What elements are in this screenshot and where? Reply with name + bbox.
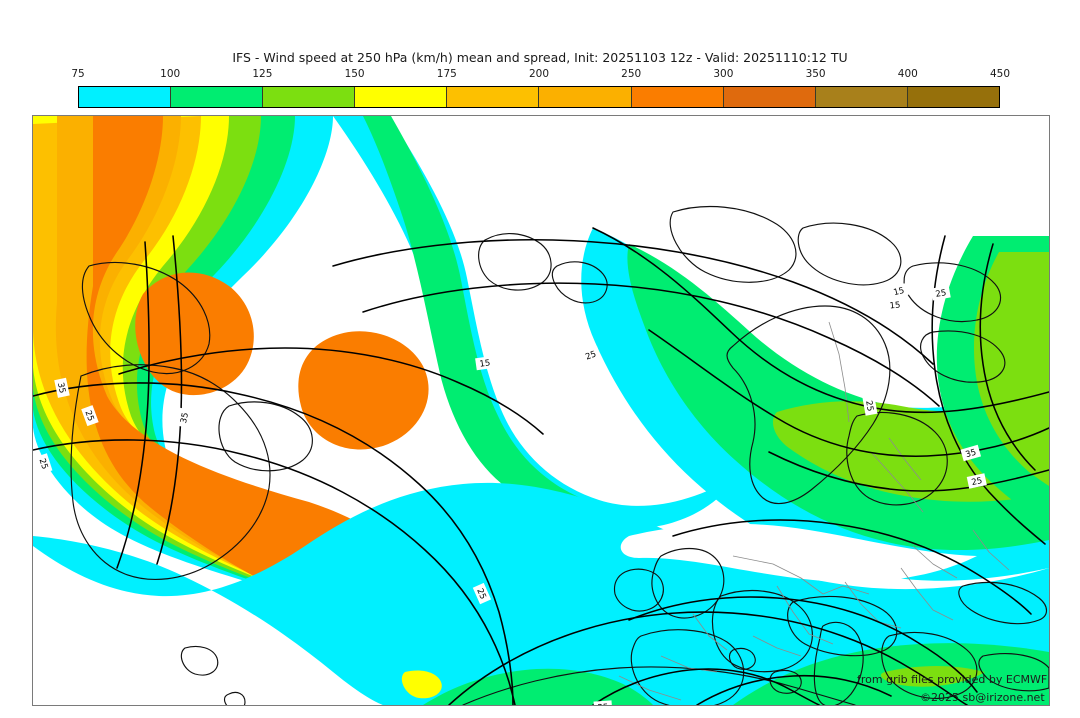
colorbar-tick-labels: 75 100 125 150 175 200 250 300 350 400 450 [71, 68, 1010, 84]
band-150-175-med-dot [401, 670, 442, 699]
author-credit: ©2025 sb@irizone.net [920, 691, 1045, 704]
band-150-175-atlantic [33, 116, 545, 705]
colorbar-tick-175: 175 [436, 68, 457, 80]
colorbar-segment-200-250 [539, 87, 632, 107]
colorbar-segment-75-100 [79, 87, 172, 107]
contour-label-25-west: 25 [82, 409, 95, 423]
contour-label-15-east: 15 [893, 286, 906, 298]
colorbar-tick-125: 125 [252, 68, 273, 80]
colorbar-tick-100: 100 [160, 68, 181, 80]
contour-label-25: 25 [584, 349, 598, 362]
contour-label-25-arctic: 25 [935, 288, 947, 300]
contour-label-25-baltic: 25 [971, 476, 984, 488]
colorbar-tick-400: 400 [897, 68, 918, 80]
colorbar-tick-200: 200 [528, 68, 550, 80]
band-125-150-russia-east [974, 252, 1049, 486]
contour-label-15: 15 [479, 358, 491, 369]
colorbar-segment-250-300 [631, 87, 724, 107]
colorbar-tick-75: 75 [71, 68, 85, 80]
contour-label-25-iberia: 25 [474, 587, 488, 601]
colorbar-tick-250: 250 [621, 68, 642, 80]
colorbar-tick-450: 450 [989, 68, 1011, 80]
band-100-125-sahara [423, 668, 653, 705]
contour-label-25-africa: 25 [597, 703, 608, 705]
colorbar-segment-150-175 [355, 87, 448, 107]
colorbar-segment-350-400 [815, 87, 908, 107]
map-canvas[interactable]: 15 25 15 35 [32, 115, 1050, 706]
colorbar-segment-300-350 [723, 87, 816, 107]
colorbar-segment-400-450 [907, 87, 999, 107]
band-125-150-atlantic [33, 116, 569, 705]
band-125-150-sahara-core [880, 666, 985, 687]
contour-label-25-atlantic: 25 [37, 457, 50, 470]
colorbar-segment-175-200 [447, 87, 540, 107]
contour-label-35-baltic: 35 [964, 448, 977, 461]
colorbar-tick-350: 350 [805, 68, 826, 80]
contour-label-15-svalbard: 15 [889, 300, 901, 311]
colorbar-segment-100-125 [171, 87, 264, 107]
ecmwf-credit: from grib files provided by ECMWF [857, 673, 1048, 686]
band-75-100-mediterranean [33, 482, 1049, 705]
colorbar-segment-125-150 [263, 87, 356, 107]
contour-label-25-med: 25 [863, 400, 875, 412]
colorbar-tick-300: 300 [713, 68, 734, 80]
contour-label-35-west: 35 [55, 382, 67, 395]
colorbar: 75 100 125 150 175 200 250 300 350 400 450 [71, 68, 1010, 108]
calm-area-central-europe [620, 523, 977, 582]
band-100-125-norwegian-sea [363, 116, 597, 509]
colorbar-segments [78, 86, 1000, 108]
page-title: IFS - Wind speed at 250 hPa (km/h) mean … [232, 50, 848, 65]
contour-labels: 15 25 15 35 [35, 283, 987, 705]
band-250-300-core-lobe-north [135, 272, 254, 396]
colorbar-tick-150: 150 [344, 68, 365, 80]
map-svg: 15 25 15 35 [33, 116, 1049, 705]
contour-label-35-greenland: 35 [179, 412, 191, 425]
